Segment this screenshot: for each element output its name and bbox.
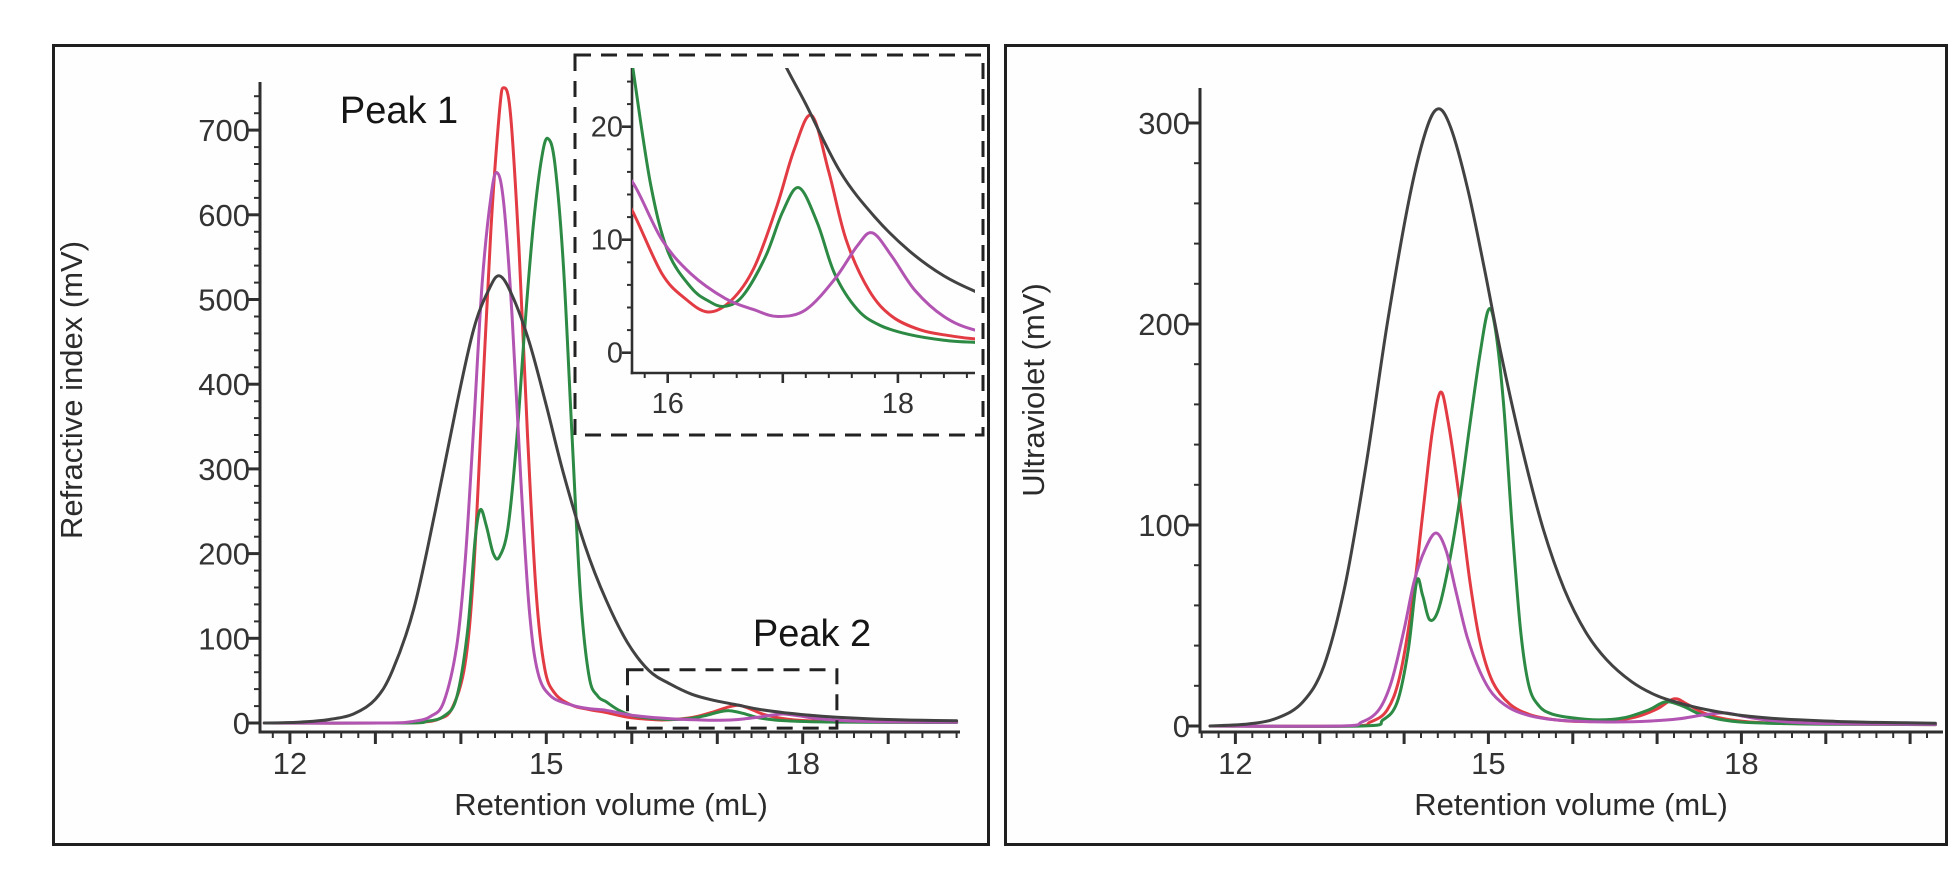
peak2-zoom-box <box>626 668 839 730</box>
left-y-axis-title: Refractive index (mV) <box>55 241 89 539</box>
y-tick-label: 100 <box>1138 508 1190 543</box>
right-curves <box>1208 107 1937 728</box>
x-tick-label: 18 <box>1724 746 1758 781</box>
right-axes: 12 15 18 0 100 200 300 <box>1138 88 1943 781</box>
y-tick-label: 0 <box>233 706 250 741</box>
series-curve-magenta <box>632 179 975 332</box>
series-curve-green <box>632 68 975 344</box>
series-curve-black <box>262 274 959 725</box>
series-curve-magenta <box>1208 531 1937 728</box>
x-tick-label: 18 <box>785 746 819 781</box>
y-tick-label: 200 <box>1138 307 1190 342</box>
y-tick-label: 0 <box>1173 709 1190 744</box>
x-tick-label: 15 <box>1471 746 1505 781</box>
y-tick-label: 500 <box>198 283 250 318</box>
y-tick-label: 20 <box>591 112 623 144</box>
y-tick-label: 0 <box>607 338 623 370</box>
inset-frame <box>573 53 985 437</box>
refractive-index-panel: 12 15 18 0 100 200 300 400 500 600 700 Peak 1 Peak… <box>52 44 990 846</box>
left-x-axis-title: Retention volume (mL) <box>454 787 768 822</box>
y-tick-label: 10 <box>591 225 623 257</box>
ultraviolet-panel: 12 15 18 0 100 200 300 Retention volume (mL) U… <box>1004 44 1948 846</box>
y-tick-label: 300 <box>1138 106 1190 141</box>
peak2-label: Peak 2 <box>753 613 871 655</box>
series-curve-green <box>262 136 959 725</box>
x-tick-label: 15 <box>529 746 563 781</box>
y-tick-label: 600 <box>198 198 250 233</box>
peak2-inset: 16 18 0 10 20 <box>573 53 985 437</box>
x-tick-label: 12 <box>1218 746 1252 781</box>
left-curves <box>262 86 959 725</box>
series-curve-red <box>1208 390 1937 728</box>
x-tick-label: 16 <box>652 388 684 420</box>
y-tick-label: 100 <box>198 621 250 656</box>
y-tick-label: 400 <box>198 367 250 402</box>
series-curve-black <box>1208 107 1937 728</box>
y-tick-label: 700 <box>198 113 250 148</box>
series-curve-red <box>632 113 975 341</box>
right-x-axis-title: Retention volume (mL) <box>1414 787 1728 822</box>
left-annotations: Peak 1 Peak 2 <box>340 90 871 730</box>
ultraviolet-plot: 12 15 18 0 100 200 300 Retention volume (mL) U… <box>1016 88 1943 822</box>
peak1-label: Peak 1 <box>340 90 458 132</box>
y-tick-label: 300 <box>198 452 250 487</box>
series-curve-green <box>1208 307 1937 728</box>
right-y-axis-title: Ultraviolet (mV) <box>1016 283 1051 497</box>
y-tick-label: 200 <box>198 537 250 572</box>
inset-curves <box>632 68 975 344</box>
x-tick-label: 18 <box>882 388 914 420</box>
inset-axes: 16 18 0 10 20 <box>591 68 975 420</box>
x-tick-label: 12 <box>273 746 307 781</box>
